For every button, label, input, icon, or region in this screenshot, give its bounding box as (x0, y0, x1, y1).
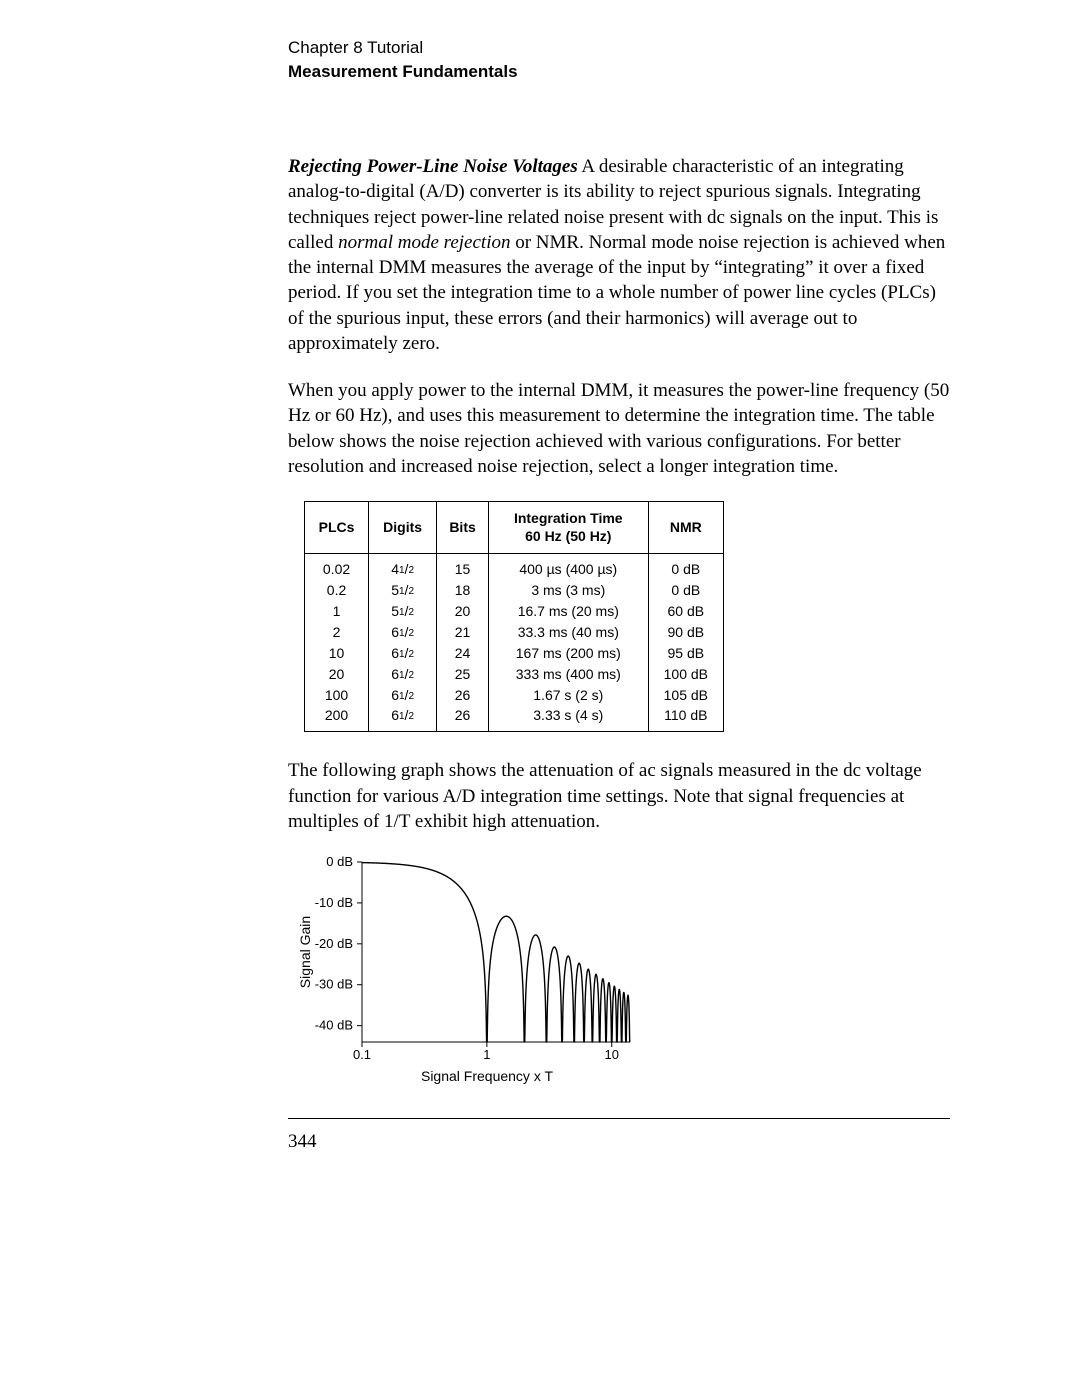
table-cell: 16.7 ms (20 ms) (488, 601, 648, 622)
table-cell: 3 ms (3 ms) (488, 580, 648, 601)
table-cell: 10 (305, 643, 369, 664)
table-row: 0.251/2183 ms (3 ms)0 dB (305, 580, 724, 601)
nmr-table-wrap: PLCs Digits Bits Integration Time 60 Hz … (288, 501, 950, 732)
table-cell: 1 (305, 601, 369, 622)
table-cell: 1.67 s (2 s) (488, 685, 648, 706)
chapter-label: Chapter 8 Tutorial (288, 38, 950, 58)
table-cell: 41/2 (369, 554, 437, 580)
table-cell: 95 dB (648, 643, 723, 664)
table-row: 2061/225333 ms (400 ms)100 dB (305, 664, 724, 685)
footer-rule (288, 1118, 950, 1119)
svg-text:-10 dB: -10 dB (315, 895, 353, 910)
table-cell: 24 (437, 643, 489, 664)
table-cell: 110 dB (648, 705, 723, 731)
svg-text:-40 dB: -40 dB (315, 1018, 353, 1033)
nmr-table: PLCs Digits Bits Integration Time 60 Hz … (304, 501, 724, 732)
svg-text:-30 dB: -30 dB (315, 977, 353, 992)
th-plcs: PLCs (305, 502, 369, 554)
table-cell: 90 dB (648, 622, 723, 643)
table-cell: 26 (437, 685, 489, 706)
paragraph-3: The following graph shows the attenuatio… (288, 758, 950, 834)
th-integration: Integration Time 60 Hz (50 Hz) (488, 502, 648, 554)
section-label: Measurement Fundamentals (288, 62, 950, 82)
table-cell: 105 dB (648, 685, 723, 706)
table-cell: 26 (437, 705, 489, 731)
table-cell: 18 (437, 580, 489, 601)
table-cell: 21 (437, 622, 489, 643)
th-integration-b: 60 Hz (50 Hz) (525, 528, 611, 544)
table-row: 10061/2261.67 s (2 s)105 dB (305, 685, 724, 706)
th-integration-a: Integration Time (514, 510, 623, 526)
table-cell: 0.2 (305, 580, 369, 601)
svg-text:0.1: 0.1 (353, 1047, 371, 1062)
table-cell: 20 (305, 664, 369, 685)
table-cell: 3.33 s (4 s) (488, 705, 648, 731)
page-header: Chapter 8 Tutorial Measurement Fundament… (288, 38, 950, 82)
chart-svg: 0 dB -10 dB -20 dB -30 dB -40 dB0.1 1 10 Signal… (296, 856, 636, 1062)
table-cell: 51/2 (369, 580, 437, 601)
table-row: 261/22133.3 ms (40 ms)90 dB (305, 622, 724, 643)
table-cell: 100 (305, 685, 369, 706)
table-cell: 20 (437, 601, 489, 622)
chart-xlabel: Signal Frequency x T (338, 1068, 636, 1084)
table-row: 20061/2263.33 s (4 s)110 dB (305, 705, 724, 731)
th-bits: Bits (437, 502, 489, 554)
table-cell: 200 (305, 705, 369, 731)
svg-text:1: 1 (483, 1047, 490, 1062)
table-cell: 400 µs (400 µs) (488, 554, 648, 580)
table-cell: 0 dB (648, 554, 723, 580)
page-number: 344 (288, 1131, 950, 1153)
table-cell: 15 (437, 554, 489, 580)
table-row: 151/22016.7 ms (20 ms)60 dB (305, 601, 724, 622)
table-cell: 61/2 (369, 643, 437, 664)
table-cell: 61/2 (369, 685, 437, 706)
table-cell: 2 (305, 622, 369, 643)
table-header-row: PLCs Digits Bits Integration Time 60 Hz … (305, 502, 724, 554)
table-cell: 25 (437, 664, 489, 685)
table-cell: 61/2 (369, 622, 437, 643)
table-cell: 0 dB (648, 580, 723, 601)
table-cell: 33.3 ms (40 ms) (488, 622, 648, 643)
para1-italic: normal mode rejection (338, 232, 510, 253)
svg-text:Signal Gain: Signal Gain (297, 916, 313, 988)
svg-text:0 dB: 0 dB (326, 856, 353, 869)
th-nmr: NMR (648, 502, 723, 554)
run-in-heading: Rejecting Power-Line Noise Voltages (288, 156, 578, 177)
th-digits: Digits (369, 502, 437, 554)
table-row: 1061/224167 ms (200 ms)95 dB (305, 643, 724, 664)
table-row: 0.0241/215400 µs (400 µs)0 dB (305, 554, 724, 580)
paragraph-2: When you apply power to the internal DMM… (288, 378, 950, 479)
table-cell: 100 dB (648, 664, 723, 685)
table-cell: 167 ms (200 ms) (488, 643, 648, 664)
table-cell: 61/2 (369, 664, 437, 685)
table-cell: 51/2 (369, 601, 437, 622)
table-cell: 333 ms (400 ms) (488, 664, 648, 685)
paragraph-1: Rejecting Power-Line Noise Voltages A de… (288, 154, 950, 356)
svg-text:-20 dB: -20 dB (315, 936, 353, 951)
table-cell: 60 dB (648, 601, 723, 622)
table-cell: 0.02 (305, 554, 369, 580)
table-cell: 61/2 (369, 705, 437, 731)
svg-text:10: 10 (605, 1047, 619, 1062)
attenuation-chart: 0 dB -10 dB -20 dB -30 dB -40 dB0.1 1 10 Signal… (296, 856, 636, 1084)
